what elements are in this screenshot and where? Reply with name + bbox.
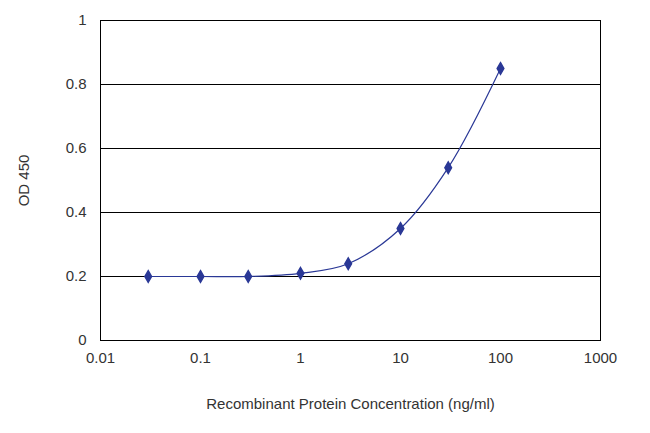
svg-text:100: 100 <box>488 349 513 366</box>
svg-text:0.8: 0.8 <box>66 75 87 92</box>
svg-text:1000: 1000 <box>584 349 617 366</box>
svg-text:Recombinant Protein Concentrat: Recombinant Protein Concentration (ng/ml… <box>206 395 494 412</box>
svg-text:1: 1 <box>296 349 304 366</box>
svg-text:10: 10 <box>392 349 409 366</box>
svg-text:0.2: 0.2 <box>66 267 87 284</box>
svg-text:0.1: 0.1 <box>190 349 211 366</box>
svg-text:1: 1 <box>78 11 86 28</box>
svg-text:OD 450: OD 450 <box>15 155 32 207</box>
svg-text:0.4: 0.4 <box>66 203 87 220</box>
svg-text:0.6: 0.6 <box>66 139 87 156</box>
svg-text:0.01: 0.01 <box>86 349 115 366</box>
svg-text:0: 0 <box>78 331 86 348</box>
